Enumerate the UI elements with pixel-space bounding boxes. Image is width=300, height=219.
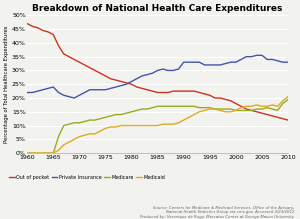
Out of pocket [213, 97, 217, 99]
Private Insurance [255, 54, 259, 57]
Line: Out of pocket: Out of pocket [27, 24, 288, 120]
Line: Medicare: Medicare [27, 99, 288, 153]
Medicare [26, 152, 29, 154]
Medicare [197, 106, 201, 109]
Text: Source: Centers for Medicare & Medicaid Services, Office of the Actuary,
Nationa: Source: Centers for Medicare & Medicaid … [140, 206, 294, 219]
Medicare [213, 108, 217, 110]
Medicaid [281, 99, 285, 102]
Line: Private Insurance: Private Insurance [27, 55, 288, 98]
Out of pocket [26, 22, 29, 25]
Medicaid [109, 126, 112, 128]
Private Insurance [26, 91, 29, 94]
Private Insurance [203, 64, 206, 66]
Medicaid [197, 110, 201, 113]
Out of pocket [83, 64, 86, 66]
Medicare [104, 116, 107, 119]
Private Insurance [114, 86, 118, 88]
Out of pocket [104, 75, 107, 77]
Private Insurance [72, 97, 76, 99]
Out of pocket [286, 119, 290, 121]
Out of pocket [281, 117, 285, 120]
Title: Breakdown of National Health Care Expenditures: Breakdown of National Health Care Expend… [32, 4, 283, 13]
Medicare [286, 98, 290, 101]
Medicaid [26, 152, 29, 154]
Private Insurance [286, 61, 290, 64]
Private Insurance [281, 61, 285, 64]
Private Insurance [218, 64, 222, 66]
Medicaid [83, 134, 86, 136]
Line: Medicaid: Medicaid [27, 97, 288, 153]
Medicare [109, 115, 112, 117]
Out of pocket [197, 91, 201, 94]
Medicaid [104, 127, 107, 130]
Medicare [83, 120, 86, 123]
Y-axis label: Percentage of Total Healthcare Expenditures: Percentage of Total Healthcare Expenditu… [4, 25, 9, 143]
Medicaid [213, 108, 217, 110]
Medicaid [286, 95, 290, 98]
Medicare [281, 102, 285, 105]
Legend: Out of pocket, Private Insurance, Medicare, Medicaid: Out of pocket, Private Insurance, Medica… [9, 175, 165, 180]
Out of pocket [109, 77, 112, 80]
Private Insurance [109, 87, 112, 90]
Private Insurance [88, 88, 92, 91]
